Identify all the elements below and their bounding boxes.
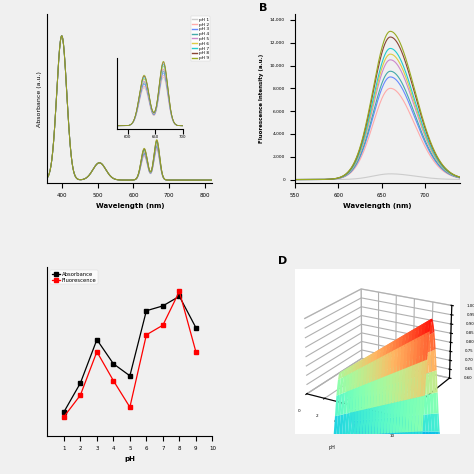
Absorbance <box>160 303 166 309</box>
Fluorescence <box>78 392 83 398</box>
X-axis label: pH: pH <box>125 456 135 462</box>
Absorbance <box>94 337 100 343</box>
Absorbance <box>127 373 133 379</box>
Absorbance <box>78 380 83 386</box>
Text: D: D <box>278 256 288 266</box>
Absorbance <box>144 308 149 314</box>
Fluorescence <box>94 349 100 355</box>
Text: B: B <box>258 3 267 13</box>
Fluorescence <box>61 414 67 419</box>
Line: Fluorescence: Fluorescence <box>62 290 198 419</box>
Absorbance <box>110 361 116 366</box>
Absorbance <box>193 325 199 330</box>
Y-axis label: Absorbance (a.u.): Absorbance (a.u.) <box>37 71 42 127</box>
Line: Absorbance: Absorbance <box>62 294 198 414</box>
Fluorescence <box>127 404 133 410</box>
Y-axis label: Fluorescence Intensity (a.u.): Fluorescence Intensity (a.u.) <box>259 54 264 143</box>
Legend: pH 1, pH 2, pH 3, pH 4, pH 5, pH 6, pH 7, pH 8, pH 9: pH 1, pH 2, pH 3, pH 4, pH 5, pH 6, pH 7… <box>191 17 210 62</box>
Fluorescence <box>160 322 166 328</box>
Legend: Absorbance, Fluorescence: Absorbance, Fluorescence <box>50 270 98 284</box>
Fluorescence <box>193 349 199 355</box>
Absorbance <box>61 409 67 415</box>
X-axis label: Wavelength (nm): Wavelength (nm) <box>96 203 164 209</box>
Fluorescence <box>110 378 116 383</box>
X-axis label: pH: pH <box>328 445 335 450</box>
X-axis label: Wavelength (nm): Wavelength (nm) <box>343 203 411 209</box>
Fluorescence <box>144 332 149 337</box>
Fluorescence <box>176 289 182 294</box>
Absorbance <box>176 293 182 299</box>
